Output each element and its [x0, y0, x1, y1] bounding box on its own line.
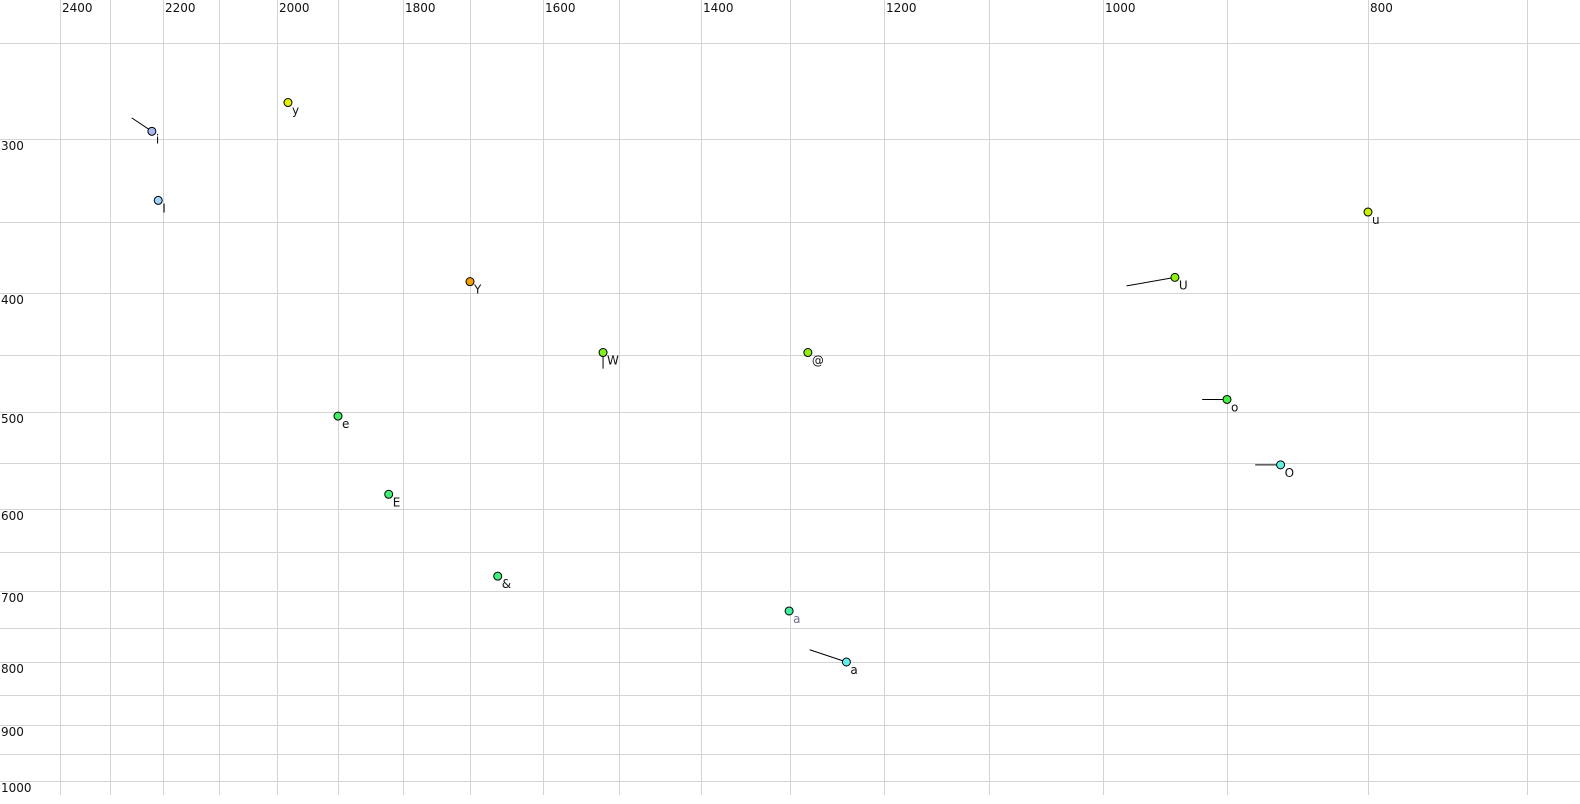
x-tick-label: 2000: [279, 1, 310, 15]
vowel-point: O: [1255, 460, 1294, 480]
point-marker: [598, 348, 608, 358]
point-marker: [841, 657, 851, 667]
x-tick-label: 2400: [62, 1, 93, 15]
vowel-point: E: [384, 489, 401, 509]
point-marker: [1222, 394, 1232, 404]
point-label: i: [156, 132, 159, 146]
point-label: a: [793, 612, 800, 626]
vowel-point: &: [493, 571, 511, 591]
y-tick-label: 600: [1, 509, 24, 523]
vowel-point: u: [1363, 207, 1380, 227]
data-points: i Iy Y W @ e E & a a Uu o O: [131, 98, 1380, 677]
x-tick-label: 1600: [545, 1, 576, 15]
vowel-point: e: [333, 411, 349, 431]
trajectory-line: [1126, 276, 1176, 287]
vowel-point: Y: [465, 277, 482, 297]
vowel-point: I: [153, 195, 166, 215]
point-marker: [1363, 207, 1373, 217]
point-marker: [465, 277, 475, 287]
x-tick-label: 1200: [886, 1, 917, 15]
vowel-point: U: [1126, 272, 1188, 292]
point-marker: [384, 489, 394, 499]
point-marker: [1276, 460, 1286, 470]
point-marker: [333, 411, 343, 421]
y-tick-label: 700: [1, 591, 24, 605]
vowel-point: a: [784, 606, 800, 626]
point-marker: [493, 571, 503, 581]
vowel-point: o: [1202, 394, 1238, 414]
point-label: W: [607, 354, 619, 368]
vowel-point: W: [598, 348, 619, 369]
point-label: u: [1372, 213, 1380, 227]
point-label: Y: [473, 283, 482, 297]
point-label: o: [1231, 400, 1238, 414]
x-tick-label: 1800: [405, 1, 436, 15]
x-tick-label: 1400: [703, 1, 734, 15]
point-marker: [283, 98, 293, 108]
point-marker: [1170, 272, 1180, 282]
y-tick-label: 800: [1, 662, 24, 676]
point-label: a: [850, 663, 857, 677]
x-tick-label: 1000: [1105, 1, 1136, 15]
point-marker: [803, 348, 813, 358]
x-tick-label: 2200: [165, 1, 196, 15]
y-tick-label: 500: [1, 412, 24, 426]
point-label: I: [162, 201, 166, 215]
point-marker: [784, 606, 794, 616]
point-label: O: [1285, 466, 1294, 480]
vowel-point: y: [283, 98, 299, 118]
point-label: U: [1179, 278, 1188, 292]
vowel-point: @: [803, 348, 824, 368]
y-tick-label: 400: [1, 293, 24, 307]
y-tick-label: 1000: [1, 781, 32, 795]
point-label: @: [812, 354, 824, 368]
point-marker: [153, 195, 163, 205]
point-label: E: [393, 495, 401, 509]
x-tick-label: 800: [1370, 1, 1393, 15]
vowel-point: a: [809, 649, 858, 677]
tick-labels: 2400 2200 2000 1800 1600 1400 1200 1000 800 300 40…: [1, 1, 1393, 795]
point-marker: [147, 126, 157, 136]
point-label: e: [342, 417, 349, 431]
point-label: &: [502, 577, 511, 591]
y-tick-label: 300: [1, 139, 24, 153]
vowel-point: i: [131, 117, 159, 146]
point-label: y: [292, 104, 299, 118]
y-tick-label: 900: [1, 725, 24, 739]
trajectory-line: [809, 649, 847, 663]
